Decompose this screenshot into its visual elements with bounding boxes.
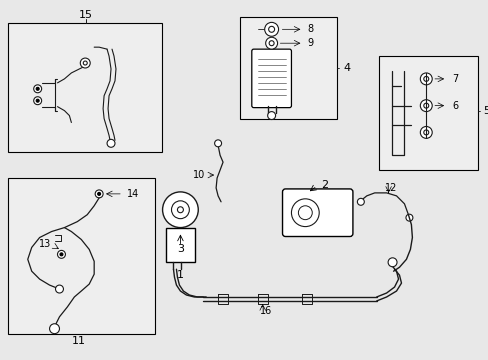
Circle shape (291, 199, 319, 226)
Circle shape (264, 22, 278, 36)
Circle shape (423, 130, 428, 135)
Bar (378, 56, 477, 170)
Circle shape (171, 201, 189, 219)
Circle shape (98, 192, 101, 195)
Circle shape (357, 198, 364, 205)
Circle shape (268, 41, 274, 46)
Circle shape (420, 73, 431, 85)
Bar (8, 23, 161, 152)
Circle shape (36, 99, 39, 102)
Circle shape (405, 214, 412, 221)
Text: 7: 7 (451, 74, 457, 84)
Circle shape (95, 190, 103, 198)
Bar (8, 178, 154, 334)
Circle shape (298, 206, 312, 220)
Circle shape (49, 324, 60, 334)
Bar (240, 17, 336, 118)
Text: 5: 5 (482, 105, 488, 116)
Circle shape (56, 285, 63, 293)
Circle shape (58, 251, 65, 258)
Text: 13: 13 (39, 239, 51, 249)
Circle shape (420, 126, 431, 138)
Bar (165, 228, 195, 262)
Circle shape (36, 87, 39, 90)
Circle shape (267, 112, 275, 120)
Circle shape (34, 97, 41, 105)
Text: 9: 9 (306, 38, 313, 48)
Text: 1: 1 (177, 270, 183, 280)
Text: 8: 8 (306, 24, 313, 34)
FancyBboxPatch shape (282, 189, 352, 237)
Circle shape (60, 253, 63, 256)
Text: 2: 2 (321, 180, 328, 190)
Circle shape (420, 100, 431, 112)
Circle shape (265, 37, 277, 49)
Circle shape (177, 207, 183, 213)
Circle shape (387, 258, 396, 267)
Circle shape (423, 103, 428, 108)
Circle shape (162, 192, 198, 228)
Circle shape (214, 140, 221, 147)
Text: 12: 12 (385, 183, 397, 193)
Text: 14: 14 (126, 189, 139, 199)
Text: 4: 4 (342, 63, 349, 73)
Circle shape (34, 85, 41, 93)
Text: 3: 3 (177, 244, 183, 255)
Text: 16: 16 (259, 306, 271, 316)
Text: 15: 15 (79, 10, 93, 21)
Circle shape (83, 61, 87, 65)
Circle shape (107, 139, 115, 147)
Circle shape (268, 26, 274, 32)
Text: 11: 11 (72, 336, 86, 346)
Text: 10: 10 (193, 170, 205, 180)
Text: 6: 6 (451, 101, 457, 111)
Circle shape (423, 76, 428, 81)
FancyBboxPatch shape (251, 49, 291, 108)
Circle shape (80, 58, 90, 68)
